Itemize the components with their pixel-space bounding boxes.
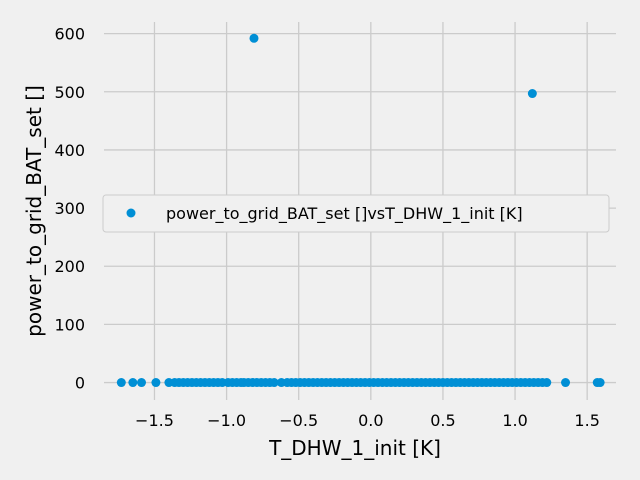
data-points bbox=[116, 33, 605, 388]
data-point bbox=[269, 378, 279, 388]
x-axis-label: T_DHW_1_init [K] bbox=[268, 436, 441, 460]
legend-box bbox=[102, 194, 610, 233]
data-point bbox=[595, 378, 605, 388]
y-tick-label: 600 bbox=[54, 25, 85, 44]
x-tick-labels: −1.5 −1.0 −0.5 0.0 0.5 1.0 1.5 bbox=[135, 411, 600, 430]
data-point bbox=[561, 378, 571, 388]
y-tick-label: 100 bbox=[54, 315, 85, 334]
x-tick-label: 0.0 bbox=[358, 411, 383, 430]
data-point bbox=[542, 378, 552, 388]
x-tick-label: −1.0 bbox=[207, 411, 246, 430]
x-tick-label: −0.5 bbox=[279, 411, 318, 430]
data-point bbox=[249, 33, 259, 43]
data-point bbox=[151, 378, 161, 388]
y-tick-label: 200 bbox=[54, 257, 85, 276]
y-tick-label: 300 bbox=[54, 199, 85, 218]
y-tick-label: 500 bbox=[54, 83, 85, 102]
y-tick-label: 0 bbox=[75, 374, 85, 393]
data-point bbox=[527, 89, 537, 99]
x-tick-label: 0.5 bbox=[430, 411, 455, 430]
data-point bbox=[116, 378, 126, 388]
legend: power_to_grid_BAT_set []vsT_DHW_1_init [… bbox=[102, 194, 610, 233]
x-tick-label: 1.0 bbox=[502, 411, 527, 430]
y-axis-label: power_to_grid_BAT_set [] bbox=[22, 85, 46, 337]
x-tick-label: 1.5 bbox=[574, 411, 599, 430]
y-tick-label: 400 bbox=[54, 141, 85, 160]
legend-label: power_to_grid_BAT_set []vsT_DHW_1_init [… bbox=[166, 204, 523, 224]
data-point bbox=[128, 378, 138, 388]
y-tick-labels: 0 100 200 300 400 500 600 bbox=[54, 25, 85, 393]
legend-marker bbox=[126, 208, 136, 218]
data-point bbox=[136, 378, 146, 388]
x-tick-label: −1.5 bbox=[135, 411, 174, 430]
